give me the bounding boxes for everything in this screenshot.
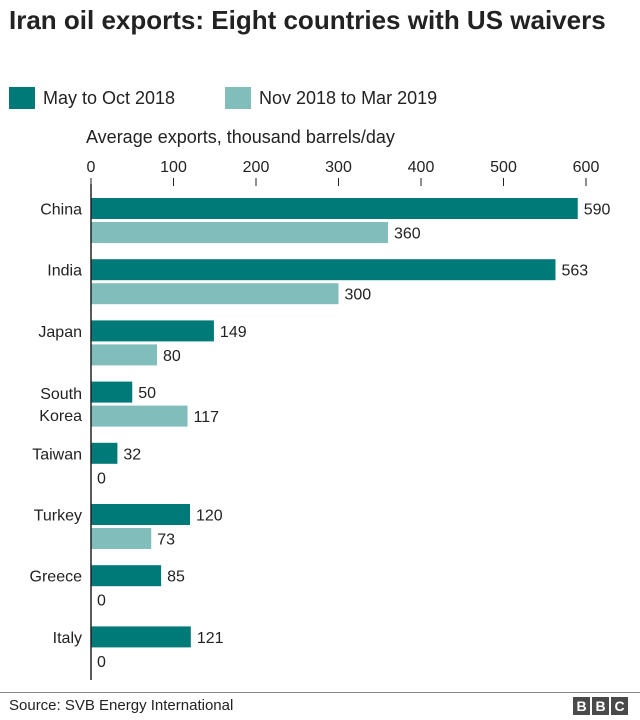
category-label: Japan <box>38 324 82 341</box>
bar-1 <box>91 381 133 403</box>
data-label: 300 <box>345 287 372 304</box>
legend-label-series-1: May to Oct 2018 <box>43 88 176 108</box>
bbc-logo: B B C <box>573 697 628 715</box>
category-label: China <box>40 202 82 219</box>
x-tick-label: 100 <box>160 159 187 176</box>
data-label: 80 <box>163 348 181 365</box>
bar-2 <box>91 528 152 549</box>
bar-1 <box>91 442 118 464</box>
data-label: 149 <box>220 324 247 341</box>
bbc-logo-letter: B <box>592 697 609 715</box>
x-tick-label: 300 <box>325 159 352 176</box>
bar-1 <box>91 565 162 587</box>
category-label: South <box>40 386 82 403</box>
bar-1 <box>91 259 556 281</box>
bbc-logo-letter: B <box>573 697 590 715</box>
x-tick-label: 400 <box>408 159 435 176</box>
data-label: 590 <box>584 202 611 219</box>
category-label: Korea <box>39 408 82 425</box>
category-label: Turkey <box>34 508 82 525</box>
bar-1 <box>91 320 214 342</box>
category-label: Italy <box>53 630 82 647</box>
bar-2 <box>91 283 339 305</box>
x-tick-label: 600 <box>573 159 600 176</box>
category-label: Taiwan <box>32 446 82 463</box>
bar-1 <box>91 504 190 525</box>
x-tick-label: 0 <box>87 159 96 176</box>
data-label: 50 <box>138 385 156 402</box>
bar-2 <box>91 405 188 427</box>
legend-swatch-series-1 <box>9 87 35 109</box>
data-label: 0 <box>97 470 106 487</box>
data-label: 360 <box>394 226 421 243</box>
legend-swatch-series-2 <box>225 87 251 109</box>
data-label: 73 <box>157 532 175 549</box>
data-label: 0 <box>97 654 106 671</box>
bar-1 <box>91 626 191 648</box>
data-label: 121 <box>197 630 224 647</box>
bar-1 <box>91 198 578 219</box>
chart-title: Iran oil exports: Eight countries with U… <box>9 5 606 35</box>
category-label: Greece <box>30 569 83 586</box>
data-label: 32 <box>123 446 141 463</box>
data-label: 85 <box>167 569 185 586</box>
bar-2 <box>91 344 157 366</box>
data-label: 117 <box>194 409 220 426</box>
footer-divider <box>0 692 640 693</box>
x-axis-title: Average exports, thousand barrels/day <box>86 127 395 147</box>
source-note: Source: SVB Energy International <box>9 697 234 714</box>
bar-chart: 0 100 200 300 400 500 600590360China563300Indi… <box>30 159 611 680</box>
data-label: 0 <box>97 593 106 610</box>
bar-2 <box>91 222 388 243</box>
bbc-logo-letter: C <box>611 697 628 715</box>
legend-label-series-2: Nov 2018 to Mar 2019 <box>259 88 438 108</box>
data-label: 120 <box>196 508 223 525</box>
x-tick-label: 500 <box>490 159 517 176</box>
data-label: 563 <box>561 263 588 280</box>
x-tick-label: 200 <box>243 159 270 176</box>
category-label: India <box>47 263 82 280</box>
